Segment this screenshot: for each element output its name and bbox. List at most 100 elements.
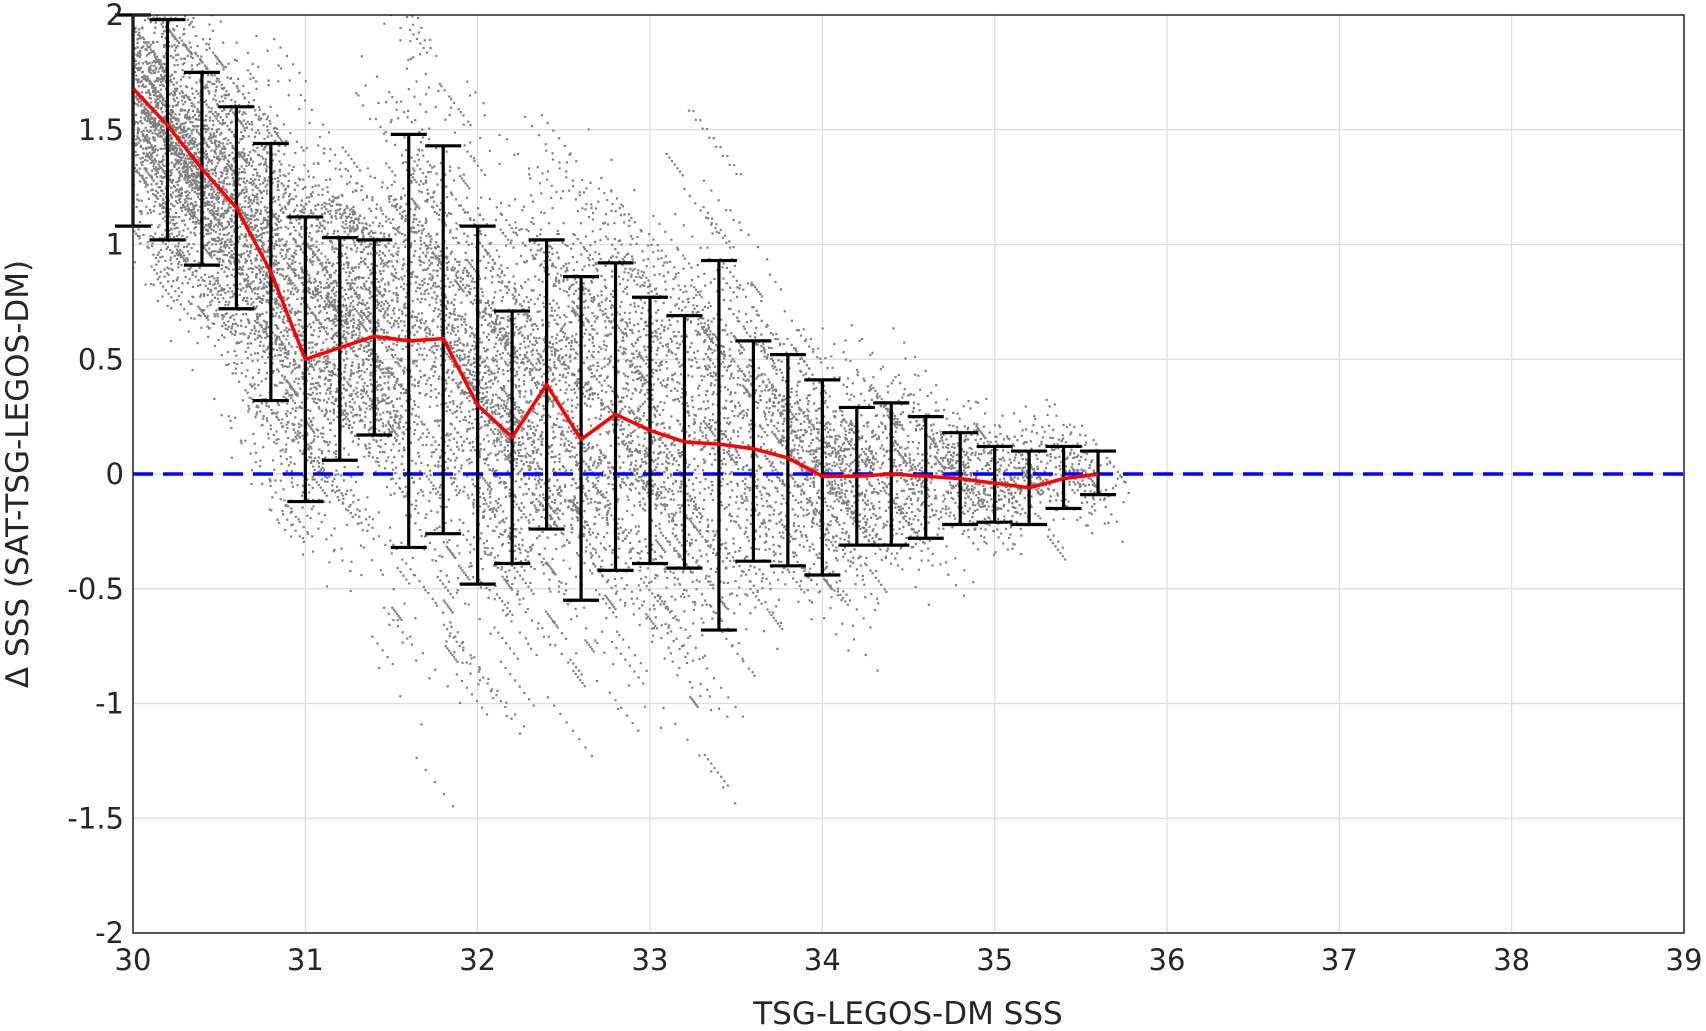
scatter-point — [245, 221, 248, 224]
scatter-point — [220, 207, 224, 210]
scatter-point — [652, 238, 655, 241]
scatter-point — [535, 362, 538, 365]
scatter-point — [977, 483, 980, 486]
scatter-point — [774, 468, 777, 471]
scatter-point — [297, 318, 300, 321]
scatter-point — [632, 613, 635, 616]
scatter-point — [739, 344, 742, 347]
scatter-point — [816, 427, 819, 431]
scatter-point — [333, 367, 336, 370]
scatter-point — [667, 624, 670, 627]
scatter-point — [975, 494, 978, 497]
scatter-point — [1007, 464, 1010, 467]
scatter-point — [773, 554, 776, 557]
scatter-point — [639, 504, 642, 507]
scatter-point — [564, 381, 567, 384]
scatter-point — [558, 316, 562, 319]
scatter-point — [894, 424, 897, 427]
scatter-point — [226, 351, 229, 354]
scatter-point — [775, 427, 778, 430]
scatter-point — [995, 500, 998, 503]
scatter-point — [253, 288, 256, 291]
scatter-point — [754, 452, 757, 455]
scatter-point — [449, 621, 452, 624]
scatter-point — [632, 345, 635, 348]
scatter-point — [458, 204, 461, 207]
scatter-point — [866, 456, 870, 459]
scatter-point — [451, 326, 454, 329]
scatter-point — [460, 410, 463, 413]
scatter-point — [466, 80, 469, 83]
scatter-point — [503, 346, 507, 349]
scatter-point — [748, 489, 751, 492]
scatter-point — [213, 115, 216, 118]
scatter-point — [560, 438, 563, 441]
scatter-point — [755, 454, 758, 457]
scatter-point — [630, 216, 633, 220]
scatter-point — [224, 137, 227, 140]
scatter-point — [815, 448, 818, 452]
scatter-point — [509, 531, 512, 535]
scatter-point — [512, 297, 515, 300]
scatter-point — [428, 541, 432, 544]
scatter-point — [563, 144, 566, 147]
scatter-point — [768, 460, 771, 463]
scatter-point — [726, 388, 729, 391]
scatter-point — [343, 230, 346, 233]
scatter-point — [853, 520, 856, 523]
scatter-point — [315, 428, 318, 431]
scatter-point — [322, 219, 325, 222]
scatter-point — [862, 531, 865, 534]
scatter-point — [887, 458, 890, 461]
scatter-point — [504, 344, 508, 347]
scatter-point — [678, 454, 681, 458]
scatter-point — [553, 366, 556, 369]
scatter-point — [1078, 485, 1081, 488]
scatter-point — [629, 365, 632, 369]
scatter-point — [800, 500, 803, 504]
scatter-point — [444, 274, 447, 277]
scatter-point — [243, 244, 247, 248]
scatter-point — [188, 139, 191, 143]
scatter-point — [634, 387, 637, 390]
scatter-point — [253, 292, 257, 295]
scatter-point — [203, 273, 206, 276]
scatter-point — [919, 388, 922, 391]
scatter-point — [423, 347, 426, 350]
scatter-point — [332, 232, 335, 235]
scatter-point — [409, 513, 412, 516]
scatter-point — [328, 198, 331, 201]
scatter-point — [563, 592, 566, 596]
scatter-point — [533, 322, 536, 326]
scatter-point — [341, 286, 344, 289]
scatter-point — [703, 445, 707, 448]
scatter-point — [177, 198, 181, 202]
scatter-point — [247, 405, 250, 408]
scatter-point — [220, 354, 223, 357]
scatter-point — [500, 270, 504, 273]
scatter-point — [665, 586, 668, 589]
scatter-point — [939, 462, 942, 466]
scatter-point — [306, 532, 309, 535]
scatter-point — [667, 490, 670, 493]
scatter-point — [645, 617, 648, 620]
scatter-point — [652, 451, 655, 454]
scatter-point — [726, 715, 729, 718]
scatter-point — [531, 323, 534, 326]
scatter-point — [927, 559, 930, 562]
scatter-point — [710, 222, 713, 225]
scatter-point — [899, 382, 902, 385]
scatter-point — [230, 220, 233, 223]
scatter-point — [306, 459, 309, 462]
scatter-point — [175, 248, 179, 251]
scatter-point — [506, 401, 509, 404]
scatter-point — [307, 341, 310, 344]
scatter-point — [514, 496, 517, 499]
scatter-point — [493, 529, 496, 533]
scatter-point — [466, 428, 469, 431]
scatter-point — [522, 597, 525, 600]
scatter-point — [581, 682, 584, 685]
scatter-point — [176, 201, 179, 205]
scatter-point — [553, 572, 556, 575]
scatter-point — [363, 217, 366, 220]
